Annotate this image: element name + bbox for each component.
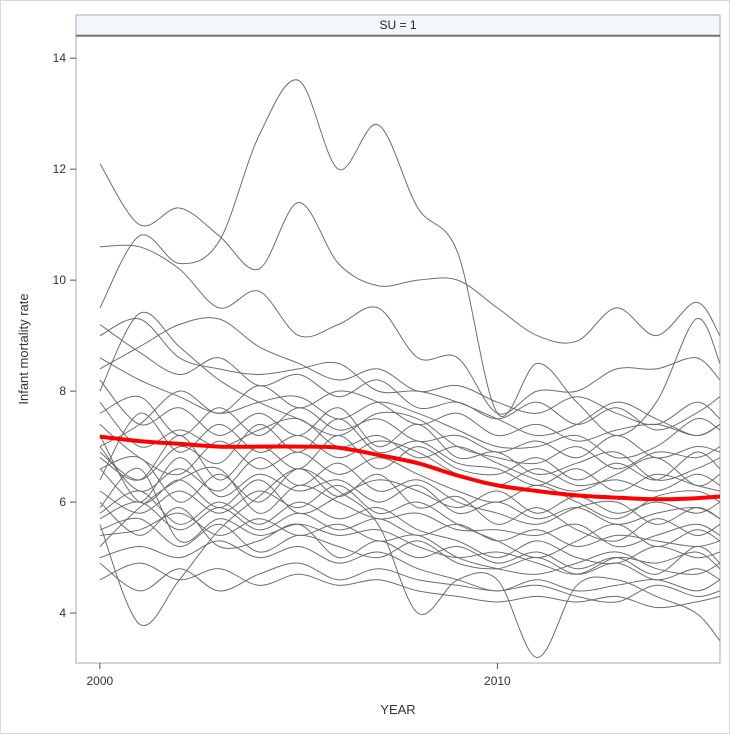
- y-tick-label: 10: [53, 273, 67, 287]
- series-line-29: [99, 517, 720, 581]
- x-axis-label: YEAR: [380, 702, 415, 717]
- mean-series-line: [99, 434, 720, 502]
- series-line-28: [99, 457, 720, 525]
- y-tick-label: 8: [59, 384, 66, 398]
- series-line-21: [99, 434, 720, 481]
- series-line-5: [99, 357, 720, 459]
- series-line-17: [99, 311, 720, 470]
- series-line-20: [99, 466, 720, 548]
- series-line-23: [99, 317, 720, 426]
- series-line-18: [99, 412, 720, 492]
- series-line-16: [99, 468, 720, 659]
- series-line-15: [99, 562, 720, 609]
- y-tick-label: 4: [59, 606, 66, 620]
- y-tick-label: 14: [53, 51, 67, 65]
- series-line-11: [99, 484, 720, 559]
- series-lines: [99, 79, 720, 659]
- y-tick-label: 6: [59, 495, 66, 509]
- y-tick-label: 12: [53, 162, 67, 176]
- plot-area: [75, 34, 721, 664]
- series-line-32: [99, 501, 720, 548]
- y-axis-label: Infant mortality rate: [16, 293, 31, 404]
- x-tick-label: 2010: [484, 674, 511, 688]
- series-line-30: [99, 324, 720, 431]
- series-line-1: [99, 163, 720, 344]
- series-line-19: [99, 435, 720, 515]
- axes: 4 6 8 10 12 14 2000 2010: [53, 51, 511, 688]
- mean-line-group: [99, 434, 720, 502]
- series-line-25: [99, 501, 720, 575]
- series-line-27: [99, 385, 720, 448]
- series-line-22: [99, 467, 720, 575]
- series-line-4: [99, 318, 720, 437]
- series-line-2: [99, 79, 720, 437]
- series-line-3: [99, 244, 720, 415]
- series-line-7: [99, 401, 720, 492]
- series-line-26: [99, 562, 720, 603]
- series-line-6: [99, 379, 720, 481]
- series-line-12: [99, 490, 720, 565]
- panel-label: SU = 1: [379, 18, 416, 32]
- series-line-31: [99, 418, 720, 492]
- x-tick-label: 2000: [87, 674, 114, 688]
